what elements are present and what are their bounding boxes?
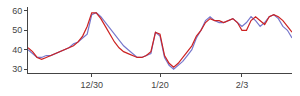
svg-text:60: 60: [12, 6, 22, 16]
svg-text:30: 30: [12, 64, 22, 74]
svg-text:2/3: 2/3: [236, 80, 249, 90]
svg-text:1/20: 1/20: [151, 80, 169, 90]
svg-text:40: 40: [12, 45, 22, 55]
svg-text:50: 50: [12, 25, 22, 35]
svg-text:12/30: 12/30: [80, 80, 103, 90]
